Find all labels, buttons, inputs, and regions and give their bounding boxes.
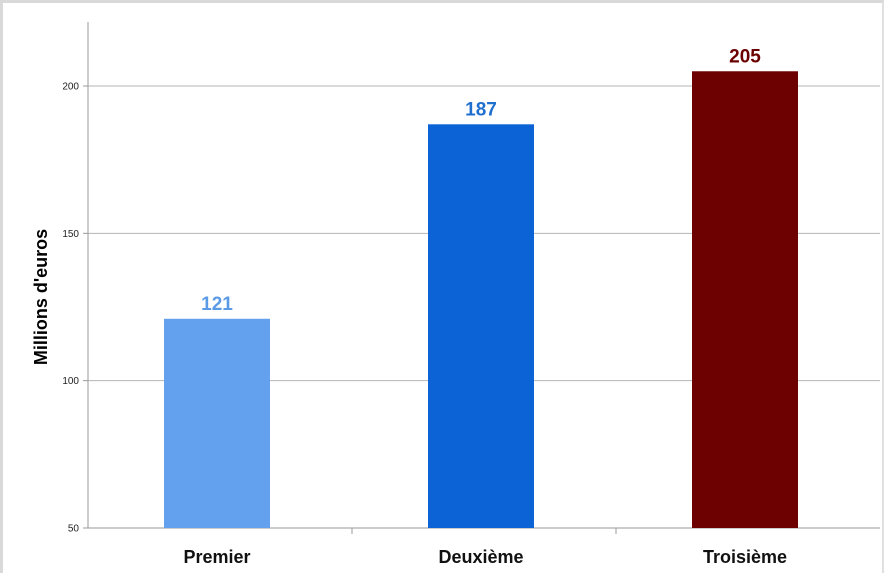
y-tick-label: 200 <box>62 82 79 93</box>
category-label: Deuxième <box>438 547 523 567</box>
y-tick-label: 50 <box>68 524 80 535</box>
x-tick-marks <box>351 528 617 534</box>
value-labels: 121 187 205 <box>201 46 761 315</box>
bar-deuxième <box>428 124 534 528</box>
y-tick-labels: 50 100 150 200 <box>62 82 79 535</box>
bar-premier <box>164 318 270 528</box>
y-tick-label: 100 <box>62 376 79 387</box>
category-label: Premier <box>183 547 250 567</box>
bar-troisième <box>692 71 798 529</box>
value-label: 121 <box>201 294 233 315</box>
category-label: Troisième <box>703 547 787 567</box>
bars <box>164 71 798 529</box>
y-tick-label: 150 <box>62 229 79 240</box>
value-label: 205 <box>729 46 761 67</box>
category-labels: Premier Deuxième Troisième <box>183 547 787 567</box>
y-axis-label: Millions d'euros <box>31 229 51 365</box>
value-label: 187 <box>465 99 497 120</box>
